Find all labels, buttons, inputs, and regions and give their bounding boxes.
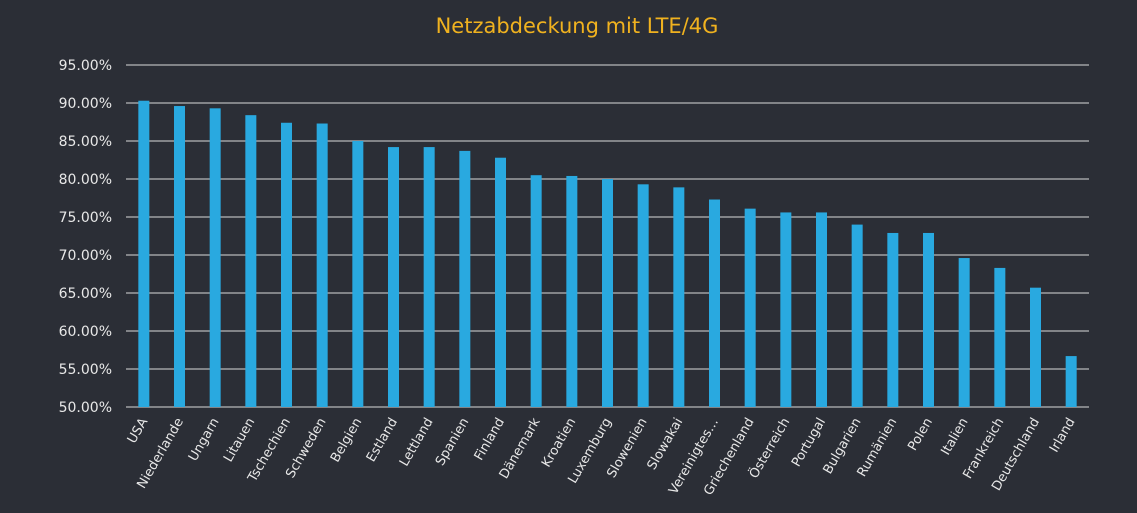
x-category-label: Spanien [433,416,472,469]
bar [1030,287,1041,407]
y-tick-label: 60.00% [59,324,112,340]
y-tick-label: 85.00% [59,134,112,150]
x-category-label: Lettland [397,416,437,470]
x-category-label: Litauen [221,416,258,465]
bar [709,199,720,407]
x-category-label: Polen [905,416,936,454]
bar [209,108,221,407]
y-tick-label: 90.00% [59,96,112,112]
bar [316,123,328,408]
bar [566,175,578,407]
bar [744,208,756,407]
bar [673,187,685,407]
y-tick-label: 55.00% [59,362,112,378]
x-category-label: Estland [364,416,401,465]
y-axis-tick-labels: 50.00% 55.00% 60.00% 65.00% 70.00% 75.00% 80.0… [59,58,112,416]
bar [816,212,827,407]
x-category-label: Portugal [789,416,829,470]
bar [1065,356,1077,407]
bar [459,150,471,407]
bar [423,147,435,407]
bar [851,224,863,407]
bar [602,179,613,407]
x-category-label: Belgien [328,416,365,466]
bar [530,175,542,407]
y-tick-label: 95.00% [59,58,112,74]
bar [780,212,792,407]
y-tick-label: 70.00% [59,248,112,264]
x-category-label: Ungarn [186,416,223,464]
bar [388,147,399,407]
bar [138,100,150,407]
x-category-label: Finland [472,416,508,464]
y-tick-label: 65.00% [59,286,112,302]
chart-title: Netzabdeckung mit LTE/4G [436,14,719,38]
bars [138,100,1077,408]
x-category-label: Kroatien [539,416,579,471]
bar [174,106,185,407]
x-category-label: USA [125,415,151,446]
y-tick-label: 75.00% [59,210,112,226]
x-category-label: Irland [1047,416,1079,456]
bar [281,122,292,407]
x-category-label: Italien [938,416,971,458]
y-tick-label: 50.00% [59,400,112,416]
bar [994,267,1006,407]
bar [245,115,257,407]
bar [923,232,934,407]
bar [352,141,364,407]
bar [495,157,506,407]
bar [637,184,649,407]
bar [887,232,899,407]
bar [958,258,970,407]
y-tick-label: 80.00% [59,172,112,188]
